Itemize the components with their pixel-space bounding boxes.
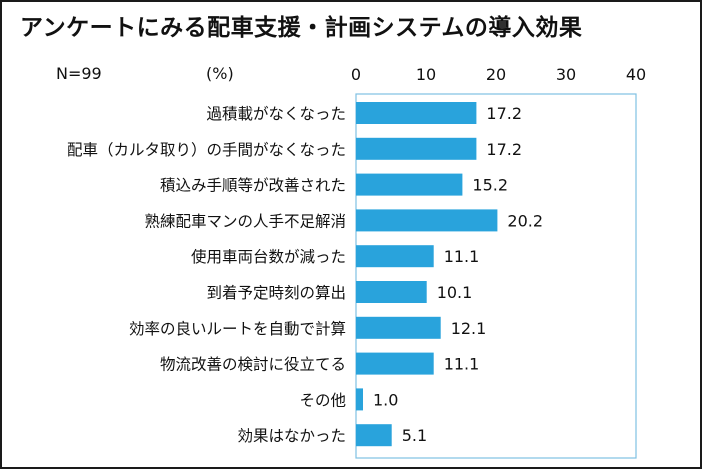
bar bbox=[356, 137, 477, 160]
value-label: 1.0 bbox=[373, 390, 398, 409]
x-tick-label: 20 bbox=[486, 65, 506, 84]
category-label: 到着予定時刻の算出 bbox=[206, 283, 346, 302]
value-label: 20.2 bbox=[507, 211, 543, 230]
bar bbox=[356, 424, 392, 447]
category-label: その他 bbox=[299, 391, 346, 409]
value-label: 11.1 bbox=[444, 355, 480, 374]
bar bbox=[356, 316, 441, 339]
category-label: 過積載がなくなった bbox=[206, 105, 346, 123]
value-label: 17.2 bbox=[486, 104, 522, 123]
bar bbox=[356, 102, 477, 124]
value-label: 17.2 bbox=[486, 140, 522, 159]
category-label: 配車（カルタ取り）の手間がなくなった bbox=[67, 141, 346, 159]
unit-label: (%) bbox=[206, 64, 234, 83]
category-label: 積込み手順等が改善された bbox=[160, 177, 346, 195]
category-label: 熟練配車マンの人手不足解消 bbox=[144, 212, 346, 230]
x-tick-label: 10 bbox=[416, 65, 436, 84]
category-label: 効果はなかった bbox=[237, 427, 346, 445]
value-label: 11.1 bbox=[444, 247, 480, 266]
x-tick-label: 30 bbox=[556, 65, 576, 84]
sample-size-label: N=99 bbox=[56, 64, 102, 83]
value-label: 12.1 bbox=[451, 319, 487, 338]
chart-title: アンケートにみる配車支援・計画システムの導入効果 bbox=[20, 15, 583, 41]
value-label: 10.1 bbox=[437, 283, 473, 302]
bar bbox=[356, 245, 434, 268]
plot-area-border bbox=[355, 93, 637, 459]
value-label: 15.2 bbox=[472, 176, 508, 195]
bar bbox=[356, 388, 363, 411]
bar bbox=[356, 209, 498, 232]
category-label: 物流改善の検討に役立てる bbox=[160, 356, 346, 374]
category-label: 効率の良いルートを自動で計算 bbox=[129, 319, 346, 338]
bar bbox=[356, 281, 427, 303]
x-tick-label: 0 bbox=[351, 65, 361, 84]
x-tick-label: 40 bbox=[626, 65, 646, 84]
value-label: 5.1 bbox=[402, 426, 427, 445]
bar bbox=[356, 352, 434, 375]
bar bbox=[356, 173, 463, 196]
category-label: 使用車両台数が減った bbox=[191, 248, 346, 266]
